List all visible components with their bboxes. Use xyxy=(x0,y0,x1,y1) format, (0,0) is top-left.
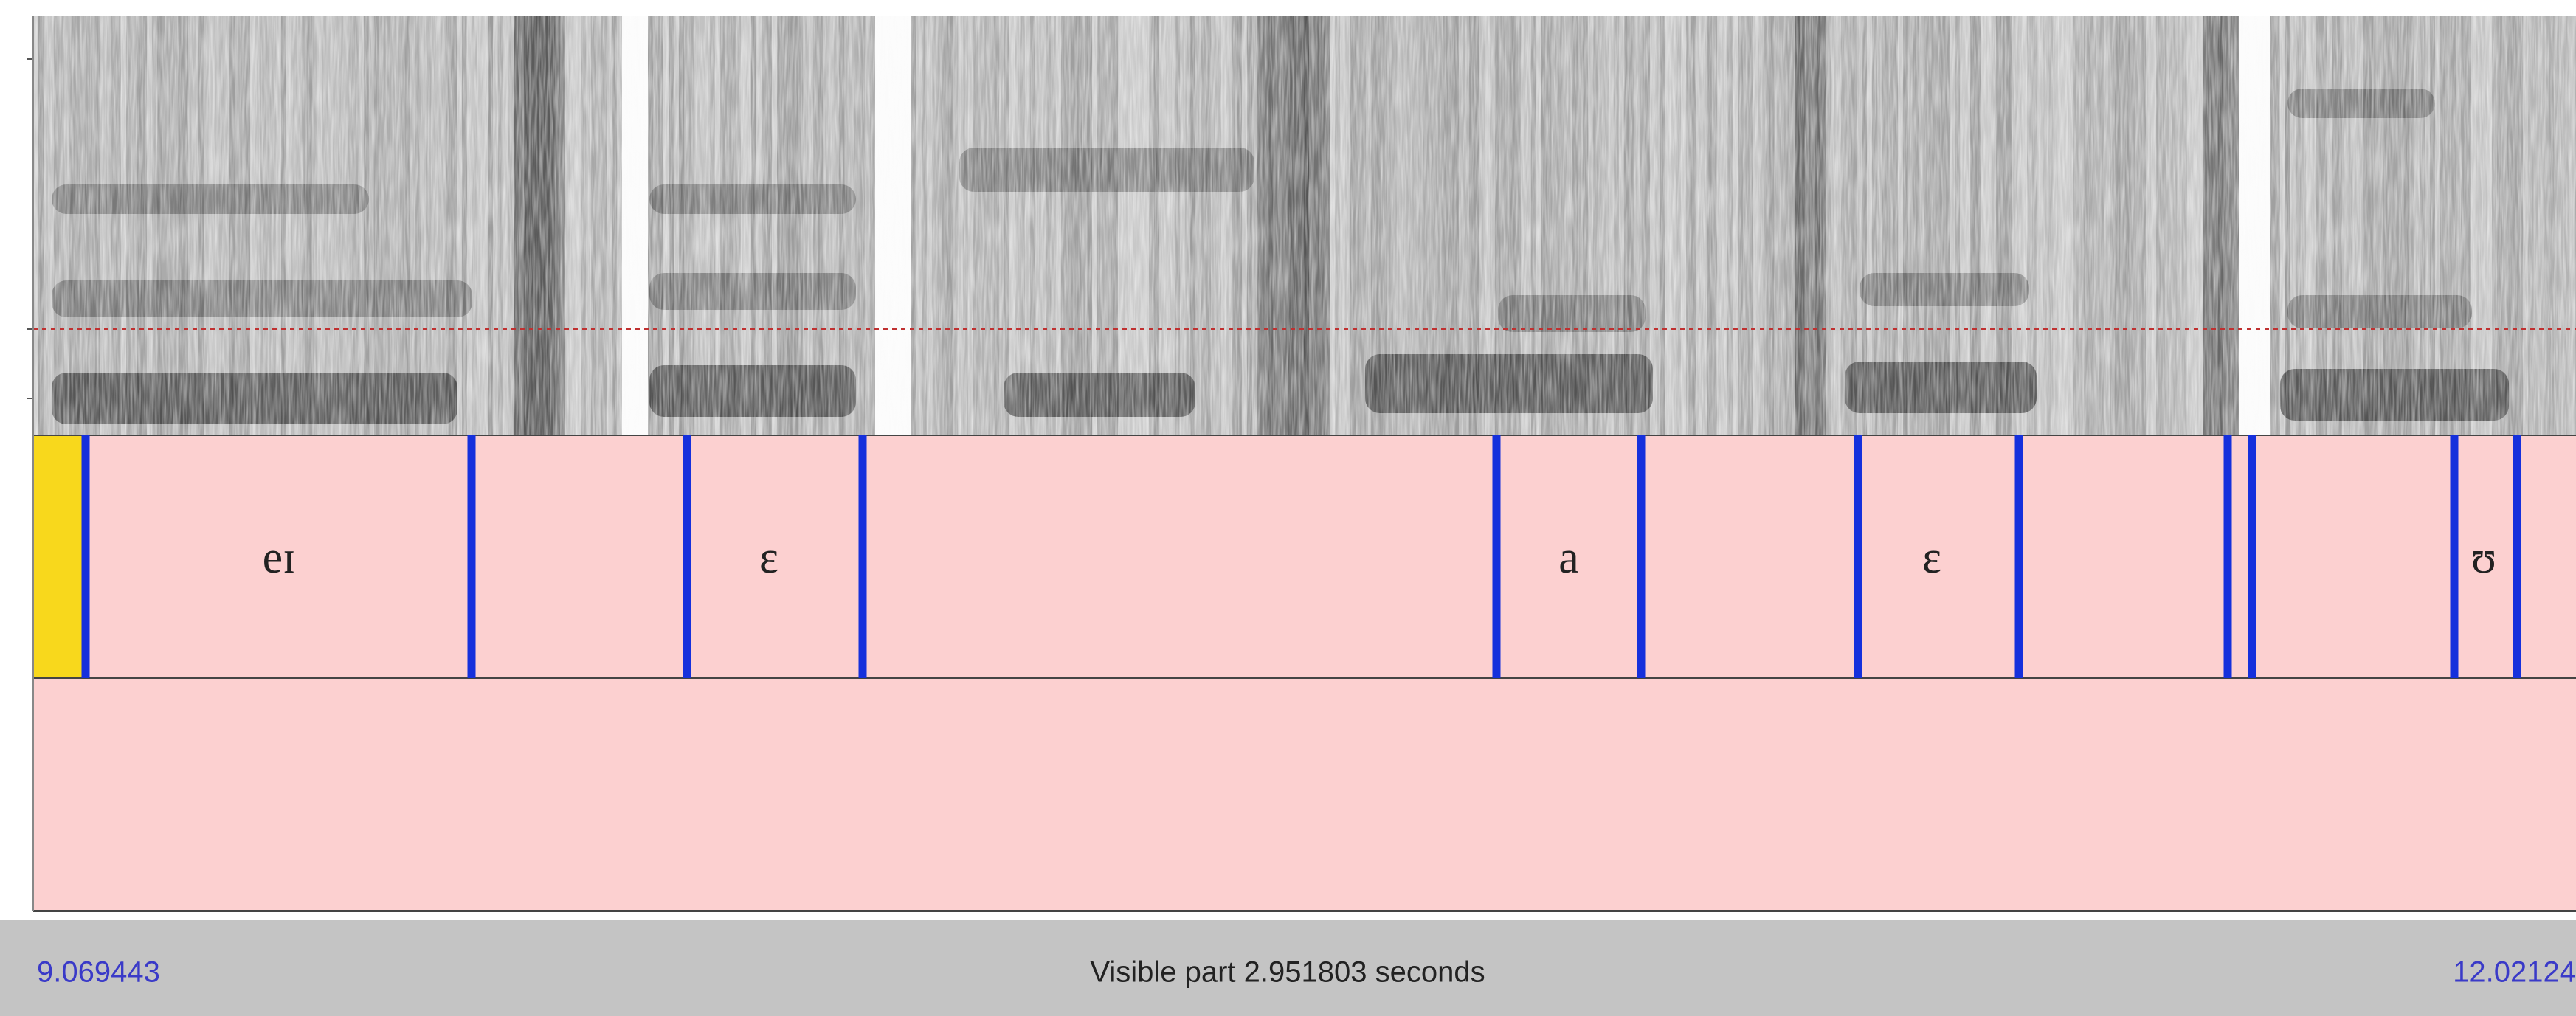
interval-label: eɪ xyxy=(263,533,296,583)
selection[interactable] xyxy=(33,435,82,678)
start-time: 9.069443 xyxy=(37,956,160,989)
spectrogram-noise xyxy=(33,16,2576,435)
interval-label: ʊ xyxy=(2471,533,2496,583)
end-time[interactable]: 12.02124 xyxy=(2453,956,2576,989)
tier-2[interactable] xyxy=(33,678,2576,911)
interval-label: a xyxy=(1558,533,1579,583)
interval-label: ɛ xyxy=(759,533,778,583)
visible-duration: Visible part 2.951803 seconds xyxy=(1090,956,1485,989)
interval-label: ɛ xyxy=(1922,533,1941,583)
tier-1[interactable] xyxy=(33,435,2576,678)
praat-editor: eɪ ɛ a ɛ ʊ 9.069443 Visible part 2.951803 se… xyxy=(0,0,2576,1016)
